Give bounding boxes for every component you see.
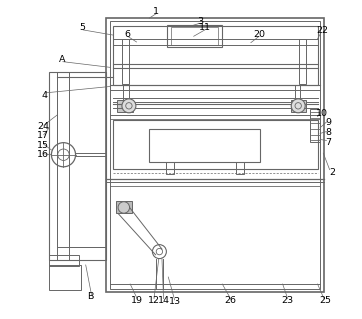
Text: 4: 4 <box>41 92 47 100</box>
Bar <box>236 162 244 174</box>
Circle shape <box>122 99 136 113</box>
Bar <box>110 21 320 289</box>
Bar <box>116 201 132 213</box>
Text: 10: 10 <box>316 109 328 118</box>
Text: 13: 13 <box>169 297 181 306</box>
Bar <box>166 162 174 174</box>
Text: 20: 20 <box>253 30 265 39</box>
Text: 7: 7 <box>326 137 332 146</box>
Text: B: B <box>87 292 94 301</box>
Text: 8: 8 <box>326 128 332 137</box>
Text: 5: 5 <box>80 23 85 32</box>
Text: 24: 24 <box>37 122 49 131</box>
Bar <box>310 109 320 142</box>
Text: 26: 26 <box>224 296 236 305</box>
Text: 22: 22 <box>316 26 328 35</box>
Bar <box>113 26 317 85</box>
Text: 9: 9 <box>326 118 332 128</box>
Text: 15: 15 <box>37 141 49 150</box>
Text: 25: 25 <box>320 296 332 305</box>
Bar <box>172 27 218 45</box>
Bar <box>113 120 317 169</box>
Text: 6: 6 <box>124 30 130 39</box>
Text: 14: 14 <box>157 296 169 305</box>
Text: 11: 11 <box>199 23 211 32</box>
Bar <box>49 255 79 266</box>
Text: 3: 3 <box>197 17 203 26</box>
Bar <box>49 72 106 260</box>
Bar <box>106 18 324 292</box>
Bar <box>167 25 222 47</box>
Text: 2: 2 <box>329 168 335 177</box>
Bar <box>299 39 306 84</box>
Text: 12: 12 <box>148 296 160 305</box>
Text: 19: 19 <box>131 296 143 305</box>
Bar <box>122 39 129 84</box>
Circle shape <box>118 202 130 213</box>
Bar <box>149 129 260 162</box>
Bar <box>49 265 81 290</box>
Text: A: A <box>59 55 65 64</box>
Text: 16: 16 <box>37 150 49 159</box>
Text: 17: 17 <box>37 131 49 140</box>
Bar <box>118 100 133 112</box>
Text: 1: 1 <box>153 7 159 16</box>
Circle shape <box>291 99 305 113</box>
Bar <box>291 100 306 112</box>
Text: 23: 23 <box>281 296 294 305</box>
